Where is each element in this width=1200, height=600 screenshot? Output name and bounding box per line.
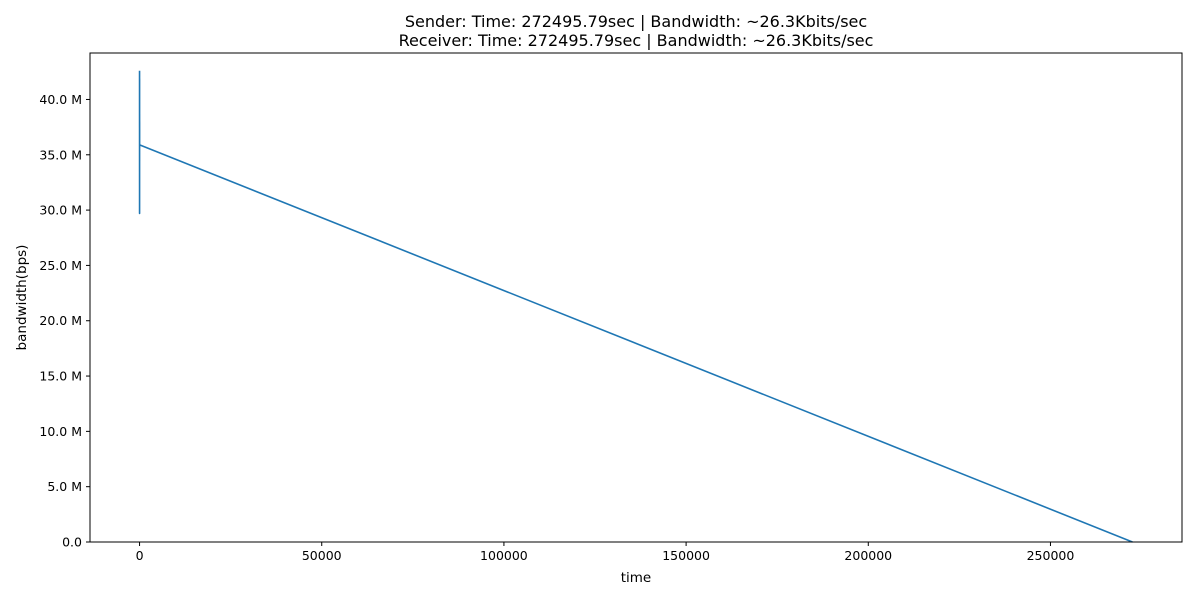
- y-tick-label: 15.0 M: [39, 369, 82, 384]
- x-tick-label: 200000: [844, 548, 892, 563]
- x-tick-label: 0: [136, 548, 144, 563]
- chart-title-line-1: Sender: Time: 272495.79sec | Bandwidth: …: [404, 12, 868, 31]
- x-tick-label: 100000: [480, 548, 528, 563]
- y-tick-label: 30.0 M: [39, 203, 82, 218]
- x-axis-ticks: 0 50000 100000 150000 200000 250000: [136, 542, 1075, 563]
- plot-frame: [89, 52, 1183, 543]
- y-tick-label: 10.0 M: [39, 424, 82, 439]
- y-axis-label: bandwidth(bps): [14, 245, 30, 351]
- y-tick-label: 25.0 M: [39, 258, 82, 273]
- y-tick-label: 20.0 M: [39, 313, 82, 328]
- y-tick-label: 5.0 M: [47, 479, 82, 494]
- series-layer: [138, 70, 1133, 543]
- y-axis-ticks: 0.0 5.0 M 10.0 M 15.0 M 20.0 M 25.0 M 30.0 M 35…: [39, 92, 90, 550]
- y-tick-label: 40.0 M: [39, 92, 82, 107]
- y-tick-label: 0.0: [62, 535, 82, 550]
- x-tick-label: 250000: [1027, 548, 1075, 563]
- y-tick-label: 35.0 M: [39, 147, 82, 162]
- chart-title-line-2: Receiver: Time: 272495.79sec | Bandwidth…: [398, 31, 874, 50]
- x-tick-label: 50000: [302, 548, 342, 563]
- x-axis-label: time: [621, 570, 652, 586]
- series-line-0: [138, 70, 1133, 543]
- x-tick-label: 150000: [662, 548, 710, 563]
